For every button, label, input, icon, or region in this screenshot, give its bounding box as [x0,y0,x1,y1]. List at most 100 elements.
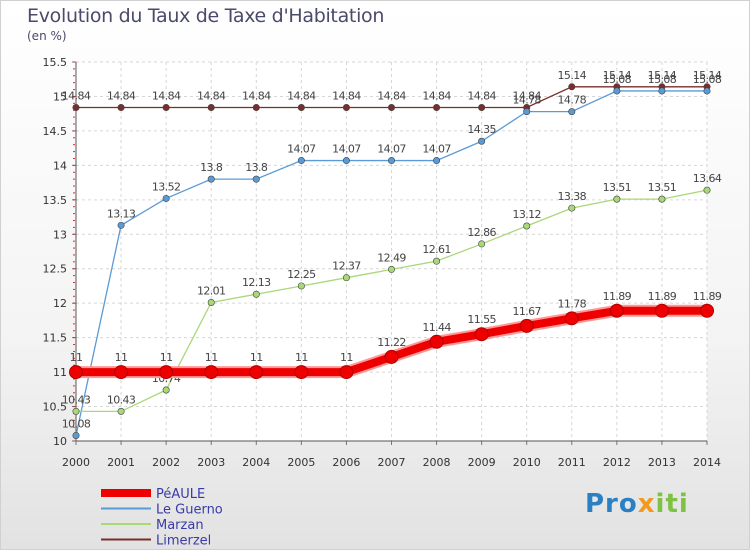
legend-label: PéAULE [156,487,205,502]
data-label: 14.78 [512,94,541,107]
data-point [117,407,125,415]
data-point [294,365,309,380]
y-tick-label: 11 [53,366,67,379]
data-label: 14.07 [377,143,406,156]
data-label: 11.67 [512,305,541,318]
data-label: 15.08 [693,73,722,86]
x-tick-label: 2009 [468,456,496,469]
data-point [519,318,534,333]
data-point [613,195,621,203]
data-label: 11.55 [467,313,496,326]
data-label: 12.37 [332,260,361,273]
data-point [162,386,170,394]
data-label: 11.78 [558,297,587,310]
data-label: 11 [340,351,353,364]
data-label: 12.01 [197,284,226,297]
data-point [658,195,666,203]
data-label: 14.84 [107,89,136,102]
data-point [207,298,215,306]
data-label: 14.84 [422,89,451,102]
data-point [342,157,350,165]
data-label: 12.61 [422,243,451,256]
data-label: 12.49 [377,251,406,264]
data-label: 15.14 [603,69,632,82]
data-label: 15.14 [558,69,587,82]
data-point [433,157,441,165]
data-label: 14.84 [512,89,541,102]
data-point [252,103,260,111]
data-label: 11 [205,351,218,364]
data-label: 11.89 [693,290,722,303]
data-label: 14.78 [558,94,587,107]
data-label: 11 [295,351,308,364]
x-tick-label: 2008 [423,456,451,469]
data-point [474,327,489,342]
data-label: 14.84 [467,89,496,102]
y-tick-label: 12.5 [43,263,68,276]
data-point [117,221,125,229]
x-tick-label: 2002 [152,456,180,469]
unit-label: (en %) [27,29,67,43]
data-point [478,240,486,248]
data-point [568,108,576,116]
data-point [72,103,80,111]
x-tick-label: 2003 [197,456,225,469]
x-tick-label: 2013 [648,456,676,469]
data-label: 12.13 [242,276,271,289]
data-point [162,103,170,111]
y-tick-label: 15 [53,90,67,103]
data-point [297,282,305,290]
y-tick-label: 15.5 [43,56,68,69]
data-label: 14.84 [152,89,181,102]
data-point [429,334,444,349]
data-label: 10.08 [62,417,91,430]
data-point [568,204,576,212]
x-tick-label: 2000 [62,456,90,469]
data-point [613,87,621,95]
data-point [72,407,80,415]
data-label: 15.08 [648,73,677,86]
y-tick-label: 14.5 [43,125,68,138]
data-label: 14.84 [242,89,271,102]
data-point [384,349,399,364]
data-label: 13.51 [603,181,632,194]
data-label: 12.86 [467,226,496,239]
data-label: 11.89 [648,290,677,303]
data-point [207,175,215,183]
data-label: 10.43 [107,393,136,406]
data-label: 11 [115,351,128,364]
data-label: 11 [250,351,263,364]
data-point [433,103,441,111]
data-label: 14.84 [377,89,406,102]
y-tick-label: 13.5 [43,194,68,207]
x-tick-label: 2010 [513,456,541,469]
data-label: 14.07 [287,143,316,156]
data-label: 13.8 [245,161,268,174]
data-label: 14.84 [62,89,91,102]
data-label: 12.25 [287,268,316,281]
data-point [703,186,711,194]
data-point [159,365,174,380]
data-point [342,103,350,111]
legend-label: Limerzel [156,534,211,549]
data-label: 11.44 [422,321,451,334]
data-label: 11 [160,351,173,364]
data-point [162,194,170,202]
data-label: 15.08 [603,73,632,86]
data-point [252,175,260,183]
data-point [69,365,83,380]
y-tick-label: 10.5 [43,401,68,414]
data-label: 13.51 [648,181,677,194]
x-tick-label: 2011 [558,456,586,469]
y-tick-label: 10 [53,435,67,448]
data-point [523,108,531,116]
data-label: 15.14 [693,69,722,82]
x-tick-label: 2014 [693,456,721,469]
data-label: 14.07 [422,143,451,156]
data-point [207,103,215,111]
data-point [342,274,350,282]
data-label: 11.22 [377,336,406,349]
data-point [568,83,576,91]
